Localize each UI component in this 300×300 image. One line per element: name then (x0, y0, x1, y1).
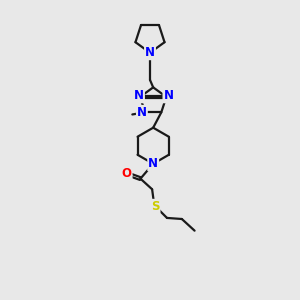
Text: N: N (164, 89, 173, 102)
Text: S: S (151, 200, 160, 213)
Text: N: N (148, 157, 158, 170)
Text: N: N (137, 106, 147, 119)
Text: O: O (122, 167, 132, 180)
Text: N: N (145, 46, 155, 59)
Text: N: N (134, 89, 144, 102)
